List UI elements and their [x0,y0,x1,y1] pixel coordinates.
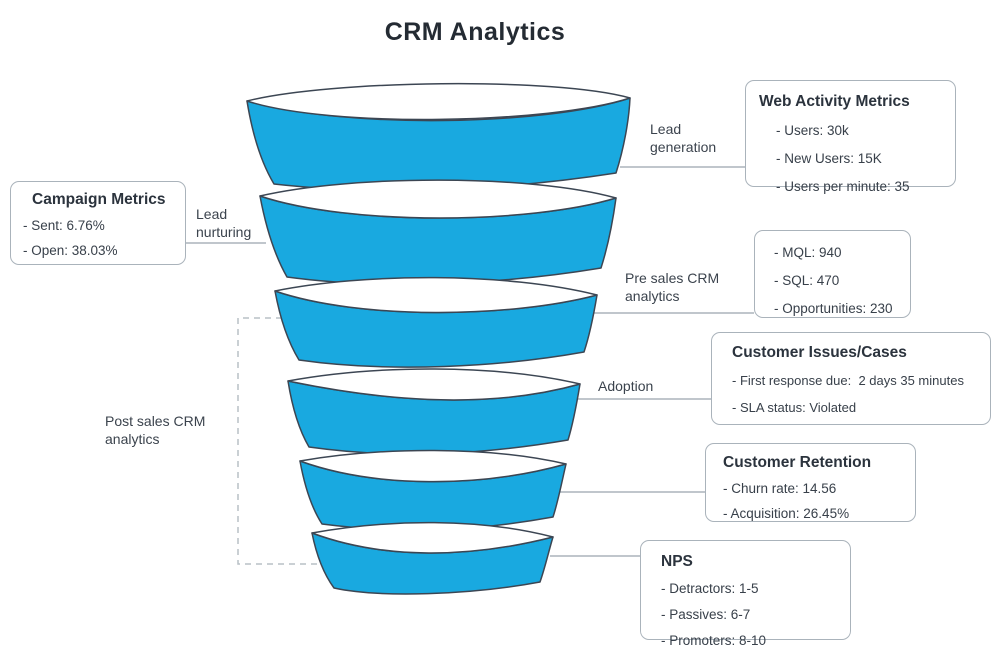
customer-retention-title: Customer Retention [723,454,872,471]
metric-item: - Promoters: 8-10 [661,633,767,648]
metric-item: - Opportunities: 230 [774,301,893,316]
metric-item: - Detractors: 1-5 [661,581,759,596]
metric-item: - Sent: 6.76% [23,218,105,233]
funnel-segment-4-rim [287,368,581,401]
metric-item: - First response due: 2 days 35 minutes [732,373,964,388]
metric-item: - Churn rate: 14.56 [723,481,837,496]
campaign-metrics-title: Campaign Metrics [32,191,166,208]
nps-title: NPS [661,553,693,570]
funnel-segments [246,82,631,595]
customer-issues-box: Customer Issues/Cases - First response d… [711,332,991,425]
stage-label-lead-generation: Lead generation [650,121,717,155]
metric-item: - SLA status: Violated [732,400,857,415]
metric-item: - New Users: 15K [776,151,882,166]
funnel-segment-3-rim [274,276,598,314]
customer-issues-title: Customer Issues/Cases [732,344,907,361]
funnel-segment-6-rim [311,521,554,554]
funnel-segment-5-rim [299,449,567,483]
metric-item: - Users: 30k [776,123,849,138]
funnel-segment-1 [246,97,631,191]
funnel-segment-2-rim [259,179,617,219]
metric-item: - MQL: 940 [774,245,842,260]
stage-label-post-sales: Post sales CRM analytics [105,413,206,447]
customer-retention-box: Customer Retention - Churn rate: 14.56 -… [705,443,916,522]
nps-box: NPS - Detractors: 1-5 - Passives: 6-7 - … [640,540,851,648]
stage-label-pre-sales: Pre sales CRM analytics [625,270,720,304]
web-activity-metrics-box: Web Activity Metrics - Users: 30k - New … [745,80,956,194]
connector-lines [186,166,754,557]
metric-item: - Open: 38.03% [23,243,118,258]
metric-item: - Acquisition: 26.45% [723,506,850,521]
funnel-segment-1-rim [246,82,631,121]
page-title: CRM Analytics [384,18,566,46]
metric-item: - SQL: 470 [774,273,840,288]
pre-sales-kpis-box: - MQL: 940 - SQL: 470 - Opportunities: 2… [754,230,911,318]
metric-item: - Passives: 6-7 [661,607,751,622]
web-activity-metrics-title: Web Activity Metrics [759,93,910,110]
stage-label-adoption: Adoption [598,378,654,394]
metric-item: - Users per minute: 35 [776,179,910,194]
campaign-metrics-box: Campaign Metrics - Sent: 6.76% - Open: 3… [10,181,186,265]
stage-label-lead-nurturing: Lead nurturing [196,206,252,240]
post-sales-dashed-bracket [237,317,330,565]
